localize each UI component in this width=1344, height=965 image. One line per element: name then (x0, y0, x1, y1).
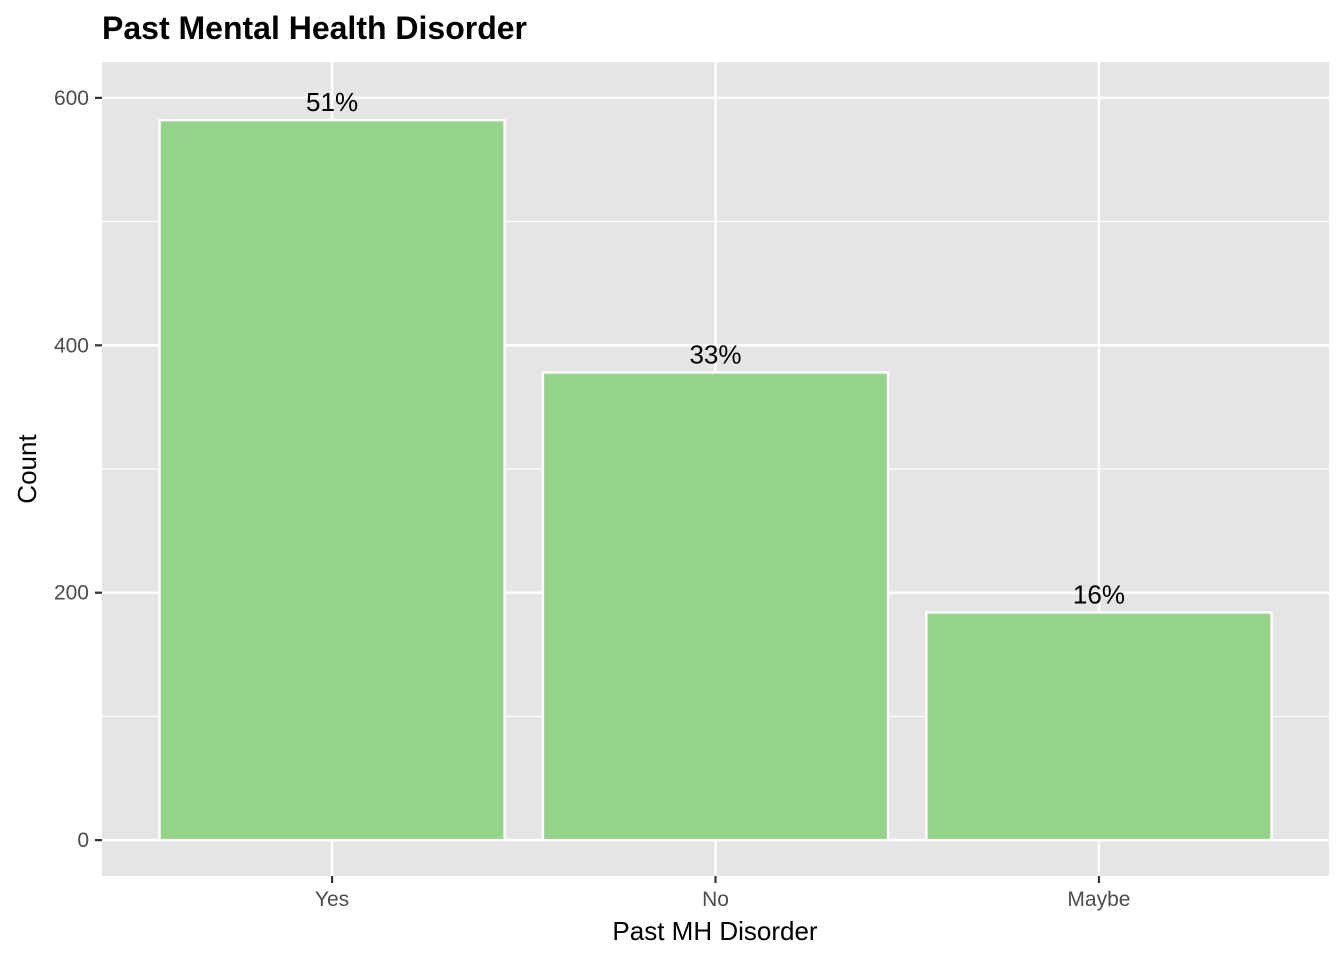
data-labels: 51% 33% 16% (306, 87, 1125, 609)
x-tick-label: Yes (315, 888, 349, 911)
y-tick-label: 0 (77, 829, 89, 852)
y-tick-label: 400 (54, 334, 89, 357)
bar-maybe (925, 611, 1273, 842)
chart-title: Past Mental Health Disorder (102, 10, 527, 46)
x-tick-label: Maybe (1067, 888, 1130, 911)
x-tick-label: No (702, 888, 729, 911)
data-label-maybe: 16% (1073, 580, 1125, 610)
y-axis-title: Count (12, 434, 42, 504)
x-axis-title: Past MH Disorder (612, 916, 817, 946)
bar-series (158, 118, 1273, 842)
bar-yes (158, 118, 506, 842)
bar-no (541, 371, 890, 842)
data-label-no: 33% (689, 340, 741, 370)
y-tick-label: 200 (54, 582, 89, 605)
x-axis: Yes No Maybe (315, 876, 1130, 911)
data-label-yes: 51% (306, 87, 358, 117)
y-tick-label: 600 (54, 87, 89, 110)
y-axis: 0 200 400 600 (54, 87, 102, 852)
